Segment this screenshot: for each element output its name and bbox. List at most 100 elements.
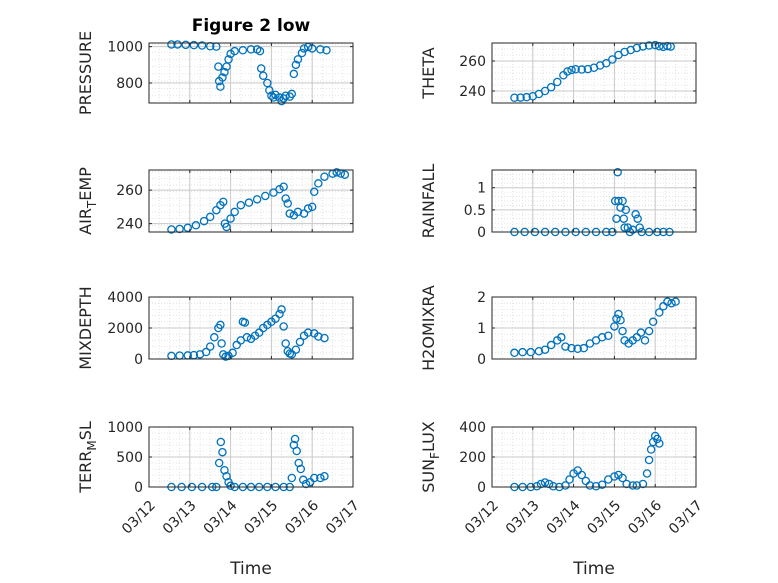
data-point — [628, 481, 638, 490]
y-tick-label: 2 — [477, 290, 486, 306]
y-tick-label: 800 — [116, 76, 143, 92]
y-axis-label-suffix: LUX — [419, 421, 438, 452]
y-axis-label-main: AIR — [76, 208, 95, 235]
data-point — [577, 65, 587, 74]
data-point — [222, 222, 231, 232]
y-axis-label-main: RAINFALL — [419, 164, 438, 239]
x-tick-label: 03/15 — [584, 498, 624, 538]
y-tick-label: 1 — [477, 181, 486, 197]
data-point — [671, 297, 680, 306]
y-tick-label: 0 — [477, 352, 486, 368]
data-point — [655, 308, 664, 317]
y-axis-label: THETA — [419, 47, 438, 99]
data-point — [230, 46, 239, 56]
data-point — [548, 481, 558, 491]
data-point — [214, 458, 224, 468]
y-tick-label: 260 — [116, 183, 143, 199]
data-point — [205, 212, 215, 222]
data-point — [534, 346, 544, 356]
data-point — [536, 479, 546, 489]
data-point — [561, 342, 570, 351]
data-point — [314, 332, 323, 341]
y-axis-label-suffix: SL — [76, 421, 95, 440]
data-point — [277, 305, 286, 314]
subplot-sun: 0 200 400 SUNFLUX 03/12 03/13 03/14 03/15 03/16 0… — [419, 420, 706, 537]
data-point — [226, 214, 235, 223]
data-point — [540, 345, 550, 354]
data-point — [557, 333, 566, 342]
data-point — [244, 198, 254, 207]
y-tick-label: 2000 — [107, 321, 143, 337]
data-point — [252, 195, 262, 204]
y-axis-label-main: PRESSURE — [76, 31, 95, 115]
data-point — [216, 437, 226, 447]
axes-box — [148, 42, 354, 104]
y-axis-label-subscript: M — [85, 440, 99, 450]
data-point — [610, 472, 619, 481]
x-tick-label: 03/13 — [160, 498, 200, 538]
data-point — [265, 86, 274, 95]
data-point — [299, 209, 309, 218]
data-point — [205, 342, 215, 351]
y-axis-label-main: SUN — [419, 459, 438, 493]
data-point — [510, 348, 519, 358]
data-point — [287, 473, 297, 483]
data-point — [238, 46, 248, 55]
data-point — [320, 172, 329, 181]
data-point — [301, 479, 311, 489]
y-axis-label-main: THETA — [419, 47, 438, 99]
data-point — [544, 479, 554, 489]
y-axis-label: MIXDEPTH — [76, 286, 95, 369]
data-point — [340, 170, 350, 179]
data-point — [646, 445, 656, 454]
data-point — [540, 86, 550, 96]
x-tick-label: 03/14 — [201, 498, 241, 538]
data-point — [255, 46, 265, 56]
y-axis-label: AIRTEMP — [76, 167, 99, 235]
data-point — [518, 347, 527, 357]
y-tick-label: 500 — [116, 450, 143, 466]
data-point — [242, 333, 252, 342]
y-tick-label: 240 — [459, 84, 486, 100]
data-point — [167, 351, 176, 361]
data-point — [610, 322, 619, 331]
data-point — [516, 93, 525, 102]
data-point — [631, 210, 640, 219]
data-point — [642, 469, 652, 478]
data-point — [295, 337, 305, 347]
data-point — [316, 45, 325, 54]
data-point — [616, 315, 625, 325]
y-tick-label: 0 — [134, 480, 143, 496]
data-point — [218, 73, 227, 82]
y-axis-label: TERRMSL — [76, 421, 99, 494]
data-point — [561, 481, 570, 490]
data-point — [216, 320, 225, 330]
data-point — [281, 339, 290, 348]
x-tick-label: 03/16 — [625, 498, 665, 538]
axes-box — [491, 42, 697, 104]
subplot-rainfall: 0 0.5 1 RAINFALL — [419, 164, 697, 241]
data-point — [635, 223, 644, 232]
data-point — [167, 40, 176, 49]
x-tick-label: 03/12 — [462, 498, 502, 538]
data-point — [287, 89, 297, 99]
data-point — [621, 205, 631, 215]
x-axis-label-left: Time — [229, 559, 272, 579]
y-tick-label: 4000 — [107, 290, 143, 306]
data-point — [540, 478, 550, 487]
y-axis-label: RAINFALL — [419, 164, 438, 239]
data-point — [571, 65, 580, 74]
data-point — [303, 328, 313, 337]
data-point — [636, 328, 646, 337]
data-point — [292, 446, 301, 456]
data-point — [285, 209, 295, 218]
x-tick-label: 03/13 — [503, 498, 543, 538]
y-tick-label: 240 — [116, 217, 143, 233]
subplot-theta: 240 260 THETA — [419, 40, 697, 104]
data-point — [316, 473, 325, 483]
y-tick-label: 260 — [459, 54, 486, 70]
data-point — [309, 187, 319, 197]
x-tick-label: 03/16 — [282, 498, 322, 538]
data-point — [667, 298, 676, 308]
